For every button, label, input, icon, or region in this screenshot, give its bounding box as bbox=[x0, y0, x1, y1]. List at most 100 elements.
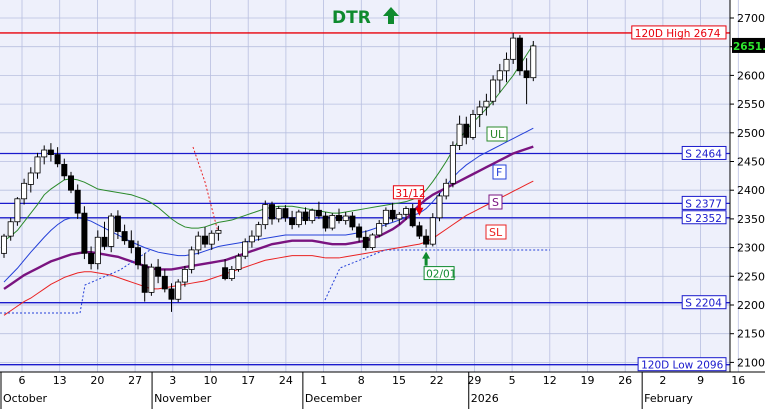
candle-body bbox=[369, 234, 376, 249]
x-tick-label: 26 bbox=[618, 374, 632, 387]
candle-body bbox=[329, 215, 336, 229]
y-tick-label: 2150 bbox=[737, 328, 765, 341]
candle-body bbox=[148, 266, 155, 293]
candle-body bbox=[175, 281, 182, 300]
level-label: 120D High 2674 bbox=[635, 28, 721, 40]
candle-body bbox=[101, 236, 108, 247]
candle-body bbox=[155, 266, 162, 277]
candle-body bbox=[41, 149, 48, 158]
y-tick-label: 2250 bbox=[737, 270, 765, 283]
candle-body bbox=[289, 217, 296, 226]
candle-body bbox=[423, 235, 430, 245]
candle-body bbox=[128, 240, 135, 249]
candle-body bbox=[121, 231, 128, 242]
band-label: F bbox=[496, 166, 502, 179]
candle-body bbox=[476, 106, 483, 115]
candle-body bbox=[188, 249, 195, 270]
candle-body bbox=[54, 154, 61, 165]
candle-body bbox=[88, 252, 95, 265]
candle-body bbox=[315, 209, 322, 217]
grid bbox=[0, 0, 739, 372]
candle-body bbox=[134, 247, 141, 266]
candle-body bbox=[396, 213, 403, 220]
candle-body bbox=[295, 211, 302, 226]
candle-body bbox=[168, 288, 175, 300]
x-tick-label: 6 bbox=[19, 374, 26, 387]
signal-down-arrow-icon bbox=[415, 199, 424, 216]
y-tick-label: 2400 bbox=[737, 184, 765, 197]
trend-up-arrow-icon bbox=[383, 7, 399, 24]
candle-body bbox=[402, 208, 409, 215]
candle-body bbox=[228, 269, 235, 279]
candle-body bbox=[349, 215, 356, 228]
band-label-box bbox=[485, 224, 507, 240]
y-tick-label: 2200 bbox=[737, 299, 765, 312]
candle-body bbox=[483, 100, 490, 108]
candle-body bbox=[114, 215, 121, 232]
candle-body bbox=[389, 209, 396, 220]
level-label-box bbox=[631, 25, 727, 40]
stop-dotted-lower bbox=[324, 249, 550, 301]
candle-body bbox=[449, 145, 456, 184]
level-label: S 2352 bbox=[685, 213, 722, 225]
candle-body bbox=[523, 70, 530, 79]
candle-body bbox=[503, 58, 510, 72]
x-axis: 61320273101724181522295121926291623Octob… bbox=[0, 371, 765, 409]
candles bbox=[0, 32, 537, 312]
y-tick-label: 2700 bbox=[737, 12, 765, 25]
level-label: S 2204 bbox=[685, 298, 722, 310]
signals: 31/12 02/01 bbox=[392, 185, 456, 281]
x-tick-label: 12 bbox=[543, 374, 557, 387]
candle-body bbox=[309, 209, 316, 222]
candle-body bbox=[382, 209, 389, 224]
candle-body bbox=[61, 163, 68, 177]
candle-body bbox=[7, 221, 14, 237]
level-label-box bbox=[681, 295, 727, 310]
level-label-box bbox=[681, 195, 727, 210]
level-label-box bbox=[681, 210, 727, 225]
candle-body bbox=[27, 172, 34, 185]
level-label-box bbox=[637, 357, 727, 372]
x-tick-label: 24 bbox=[279, 374, 293, 387]
signal-label: 31/12 bbox=[395, 188, 425, 200]
candle-body bbox=[262, 204, 269, 226]
plot-area bbox=[0, 0, 730, 372]
candle-body bbox=[443, 182, 450, 197]
month-label: February bbox=[644, 392, 693, 405]
month-label: 2026 bbox=[471, 392, 499, 405]
x-tick-label: 5 bbox=[509, 374, 516, 387]
x-tick-label: 19 bbox=[581, 374, 595, 387]
candle-body bbox=[268, 204, 275, 220]
candle-body bbox=[195, 235, 202, 251]
candle-body bbox=[335, 215, 342, 222]
band-label-box bbox=[488, 194, 503, 210]
candle-body bbox=[81, 212, 88, 254]
candle-body bbox=[436, 195, 443, 219]
candle-body bbox=[74, 189, 81, 214]
candle-body bbox=[322, 215, 329, 229]
level-label-box bbox=[681, 145, 727, 160]
y-tick-label: 2350 bbox=[737, 213, 765, 226]
signal-up-arrow-icon bbox=[422, 251, 431, 266]
y-tick-label: 2300 bbox=[737, 242, 765, 255]
chart-title: DTR bbox=[332, 7, 399, 28]
candle-body bbox=[201, 235, 208, 245]
candle-body bbox=[94, 236, 101, 265]
y-tick-label: 2450 bbox=[737, 156, 765, 169]
candle-body bbox=[456, 123, 463, 146]
x-tick-label: 2 bbox=[659, 374, 666, 387]
month-label: October bbox=[3, 392, 47, 405]
candle-body bbox=[108, 215, 115, 247]
month-label: November bbox=[154, 392, 212, 405]
y-axis: 2700265026002550250024502400235023002250… bbox=[729, 0, 765, 372]
candle-body bbox=[510, 37, 517, 60]
x-tick-label: 20 bbox=[90, 374, 104, 387]
bands: UL F S SL bbox=[0, 44, 550, 316]
candle-body bbox=[161, 275, 168, 290]
signal-label-box bbox=[392, 185, 424, 200]
x-tick-label: 29 bbox=[467, 374, 481, 387]
y-tick-label: 2100 bbox=[737, 356, 765, 369]
candle-body bbox=[0, 235, 7, 254]
candle-body bbox=[248, 235, 255, 243]
candle-body bbox=[208, 232, 215, 245]
